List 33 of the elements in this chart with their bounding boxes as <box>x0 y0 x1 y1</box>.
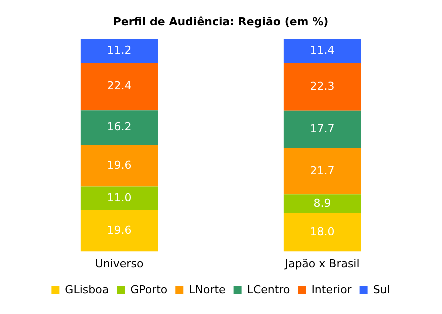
data-label: 22.4 <box>107 80 132 93</box>
bar <box>80 110 158 146</box>
bar <box>80 186 158 210</box>
chart-title: Perfil de Audiência: Região (em %) <box>113 15 329 28</box>
bar <box>80 145 158 187</box>
bar <box>80 63 158 111</box>
data-label: 16.2 <box>107 120 132 134</box>
bar <box>284 194 362 214</box>
data-label: 11.0 <box>107 191 132 204</box>
data-label: 21.7 <box>310 164 335 178</box>
legend-label: LCentro <box>247 283 290 296</box>
bar <box>284 214 362 252</box>
bar <box>284 148 362 195</box>
data-label: 11.4 <box>310 44 335 58</box>
bar <box>80 210 158 252</box>
data-label: 8.9 <box>314 196 332 210</box>
data-label: 19.6 <box>107 158 132 172</box>
x-tick-label: Universo <box>95 257 144 270</box>
bar <box>284 63 362 111</box>
legend-label: Interior <box>312 283 352 296</box>
data-label: 18.0 <box>310 226 335 239</box>
data-label: 17.7 <box>310 122 335 136</box>
data-label: 11.2 <box>107 44 132 57</box>
legend-label: GLisboa <box>65 283 110 296</box>
bar <box>284 110 362 148</box>
legend-label: LNorte <box>189 283 226 296</box>
bar <box>80 39 158 64</box>
legend-label: Sul <box>373 283 390 296</box>
x-tick-label: Japão x Brasil <box>284 257 360 270</box>
data-label: 19.6 <box>107 224 132 237</box>
bar <box>284 39 362 64</box>
legend-label: GPorto <box>130 283 168 296</box>
data-label: 22.3 <box>310 80 335 93</box>
